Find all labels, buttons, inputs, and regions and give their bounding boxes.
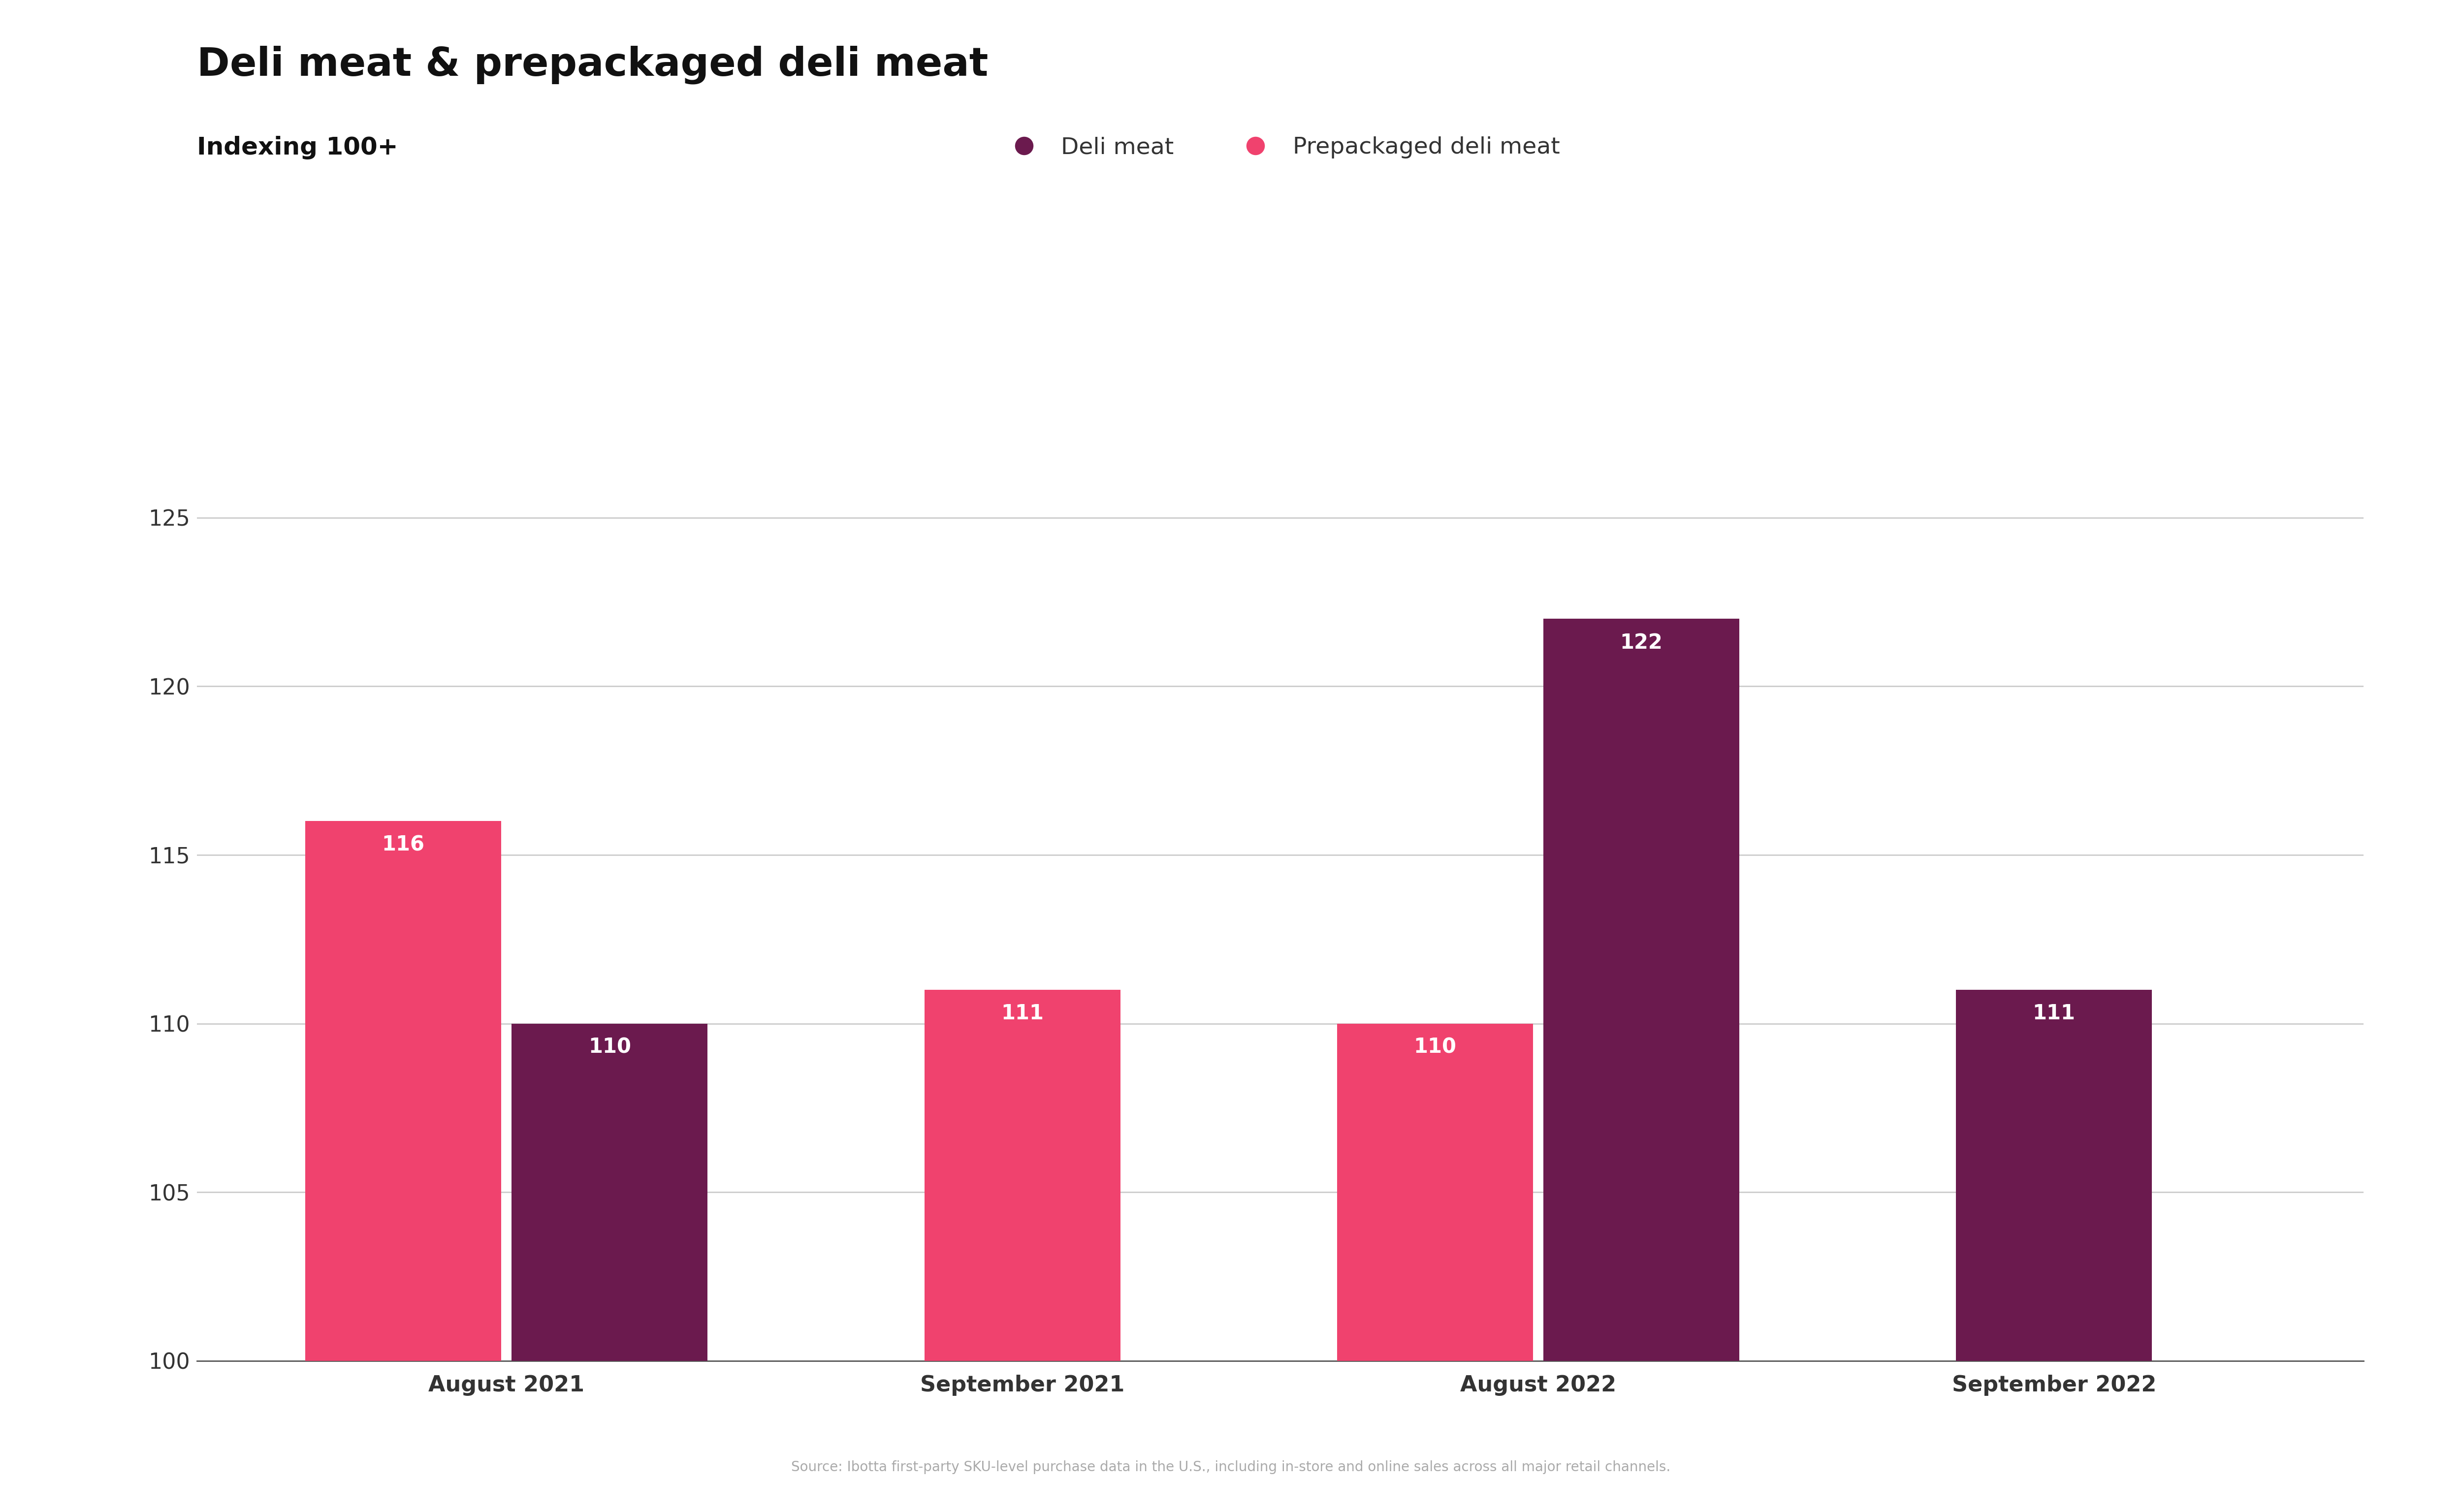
Text: 110: 110 xyxy=(1413,1037,1458,1058)
Bar xyxy=(512,1024,707,1361)
Bar xyxy=(1955,990,2152,1361)
Text: 116: 116 xyxy=(382,835,426,856)
Bar xyxy=(923,990,1120,1361)
Text: 111: 111 xyxy=(2034,1004,2075,1024)
Bar xyxy=(1544,618,1738,1361)
Text: 122: 122 xyxy=(1620,632,1662,653)
Text: Indexing 100+: Indexing 100+ xyxy=(197,136,399,160)
Text: 110: 110 xyxy=(588,1037,630,1058)
Text: 111: 111 xyxy=(1002,1004,1044,1024)
Text: Source: Ibotta first-party SKU-level purchase data in the U.S., including in-sto: Source: Ibotta first-party SKU-level pur… xyxy=(790,1461,1672,1474)
Bar xyxy=(1337,1024,1534,1361)
Legend: Deli meat, Prepackaged deli meat: Deli meat, Prepackaged deli meat xyxy=(992,127,1568,168)
Text: Deli meat & prepackaged deli meat: Deli meat & prepackaged deli meat xyxy=(197,45,987,85)
Bar xyxy=(305,821,502,1361)
